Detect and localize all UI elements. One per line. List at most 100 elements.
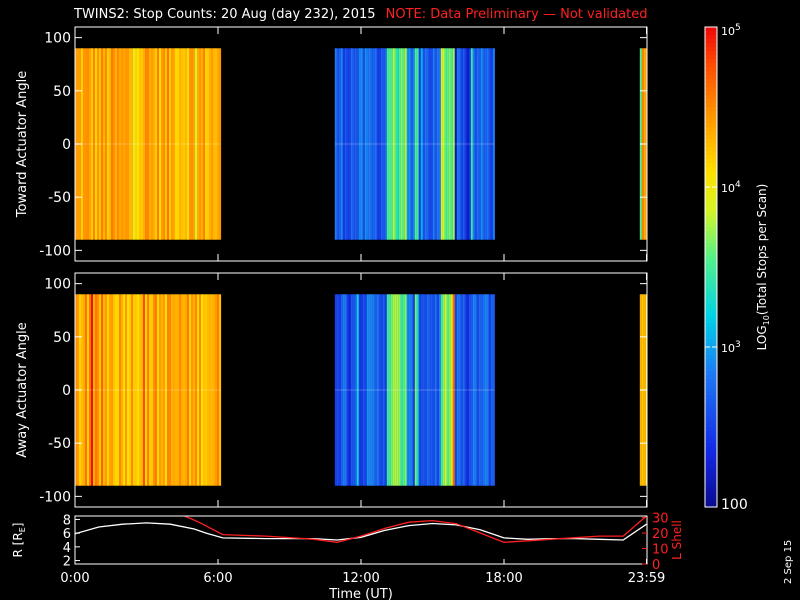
away-heat-column [422, 294, 425, 486]
away-heat-column [488, 294, 491, 486]
toward-heat-column [372, 48, 375, 240]
toward-heat-column [195, 48, 198, 240]
colorbar-tick-label: 103 [721, 340, 741, 355]
away-zero-line [75, 389, 221, 391]
colorbar-segment [705, 79, 717, 84]
colorbar-segment [705, 83, 717, 88]
colorbar-segment [705, 123, 717, 128]
colorbar-segment [705, 207, 717, 212]
away-heat-column [209, 294, 212, 486]
away-heat-column [416, 294, 419, 486]
toward-heat-column [488, 48, 491, 240]
toward-heat-column [346, 48, 349, 240]
time-tick-label: 23:59 [628, 571, 665, 586]
away-heat-column [123, 294, 126, 486]
away-heat-column [103, 294, 106, 486]
colorbar-segment [705, 435, 717, 440]
away-heat-column [215, 294, 218, 486]
toward-heat-column [448, 48, 451, 240]
colorbar-segment [705, 319, 717, 324]
away-heat-column [89, 294, 92, 486]
away-heat-column [482, 294, 485, 486]
colorbar-tick-label: 100 [721, 497, 748, 513]
colorbar-segment [705, 359, 717, 364]
colorbar-segment [705, 303, 717, 308]
colorbar-segment [705, 51, 717, 56]
colorbar-segment [705, 271, 717, 276]
away-heat-column [420, 294, 423, 486]
toward-heat-column [398, 48, 401, 240]
away-heat-column [157, 294, 160, 486]
away-heat-column [135, 294, 138, 486]
colorbar-segment [705, 407, 717, 412]
toward-heat-column [165, 48, 168, 240]
away-heat-column [440, 294, 443, 486]
away-heat-column [338, 294, 341, 486]
colorbar-segment [705, 295, 717, 300]
away-heat-column [370, 294, 373, 486]
toward-heat-column [478, 48, 481, 240]
away-ytick-label: -100 [39, 489, 71, 505]
toward-heat-column [408, 48, 411, 240]
away-heat-column [81, 294, 84, 486]
colorbar-segment [705, 399, 717, 404]
colorbar-segment [705, 167, 717, 172]
away-heat-column [472, 294, 475, 486]
colorbar-segment [705, 283, 717, 288]
away-heat-column [217, 294, 220, 486]
orbit-lines [75, 516, 647, 543]
toward-heat-column [119, 48, 122, 240]
colorbar-segment [705, 27, 717, 32]
toward-angle-panel: 100 50 0 -50 -100 Toward Actuator Angle [15, 26, 648, 262]
colorbar-segment [705, 171, 717, 176]
orbit-ytick-right-label: 30 [652, 512, 669, 527]
toward-heat-column [211, 48, 214, 240]
away-heat-column [107, 294, 110, 486]
colorbar-segment [705, 447, 717, 452]
toward-heat-column [125, 48, 128, 240]
toward-heat-column [117, 48, 120, 240]
colorbar-segment [705, 499, 717, 504]
toward-heat-column [444, 48, 447, 240]
toward-heat-column [340, 48, 343, 240]
away-heat-column [97, 294, 100, 486]
away-heat-column [113, 294, 116, 486]
colorbar-segment [705, 155, 717, 160]
away-heat-column [137, 294, 140, 486]
toward-heat-column [432, 48, 435, 240]
away-heat-column [199, 294, 202, 486]
away-heat-column [490, 294, 493, 486]
colorbar-label-post: (Total Stops per Scan) [755, 184, 769, 315]
toward-heat-column [215, 48, 218, 240]
away-heat-column [408, 294, 411, 486]
colorbar-segment [705, 463, 717, 468]
colorbar-segment [705, 439, 717, 444]
colorbar-segment [705, 247, 717, 252]
toward-heat-column [342, 48, 345, 240]
away-heat-column [390, 294, 393, 486]
away-heat-column [163, 294, 166, 486]
toward-heat-column [147, 48, 150, 240]
colorbar-segment [705, 251, 717, 256]
toward-heat-column [185, 48, 188, 240]
away-heat-column [356, 294, 359, 486]
colorbar-segment [705, 443, 717, 448]
colorbar-segment [705, 387, 717, 392]
away-heat-column [410, 294, 413, 486]
toward-heat-column [364, 48, 367, 240]
toward-heat-column [163, 48, 166, 240]
toward-heat-column [141, 48, 144, 240]
colorbar-segment [705, 127, 717, 132]
orbit-ytick-right-label: 0 [652, 558, 660, 573]
toward-heat-column [133, 48, 136, 240]
colorbar-segment [705, 403, 717, 408]
colorbar-segment [705, 39, 717, 44]
colorbar-segment [705, 495, 717, 500]
away-heat-column [468, 294, 471, 486]
toward-heat-column [430, 48, 433, 240]
radius-axis-label-main: R [R [11, 532, 25, 557]
toward-heat-column [111, 48, 114, 240]
colorbar-frame [704, 26, 718, 508]
